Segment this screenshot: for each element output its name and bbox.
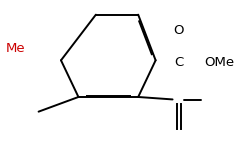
Text: OMe: OMe <box>204 56 234 69</box>
Text: O: O <box>174 24 184 37</box>
Text: C: C <box>174 56 184 69</box>
Text: Me: Me <box>6 42 25 55</box>
